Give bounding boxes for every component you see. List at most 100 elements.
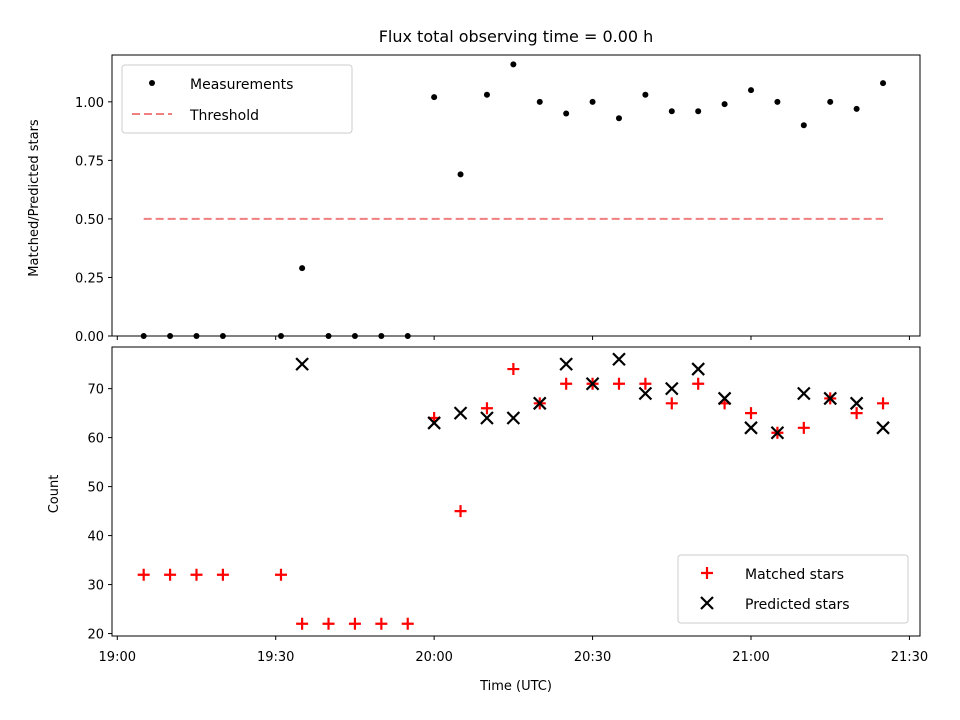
matched-star-point [274,568,287,581]
matched-star-point [216,568,229,581]
matched-star-point [692,377,705,390]
measurement-point [642,91,649,98]
measurement-point [615,115,622,122]
x-tick-label: 20:30 [574,650,611,665]
matched-star-point [375,617,388,630]
top-y-axis-label: Matched/Predicted stars [27,119,42,277]
x-tick-label: 20:00 [415,650,452,665]
measurement-point [536,98,543,105]
x-tick-label: 21:00 [732,650,769,665]
measurement-point [431,94,438,101]
bottom-y-tick-label: 30 [87,579,104,594]
measurement-point [457,171,464,178]
bottom-panel: 20 30 40 50 60 70 19:00 19:30 20:00 20:30 21:00 21:… [87,346,928,665]
top-y-tick-label: 0.50 [75,213,104,228]
measurement-point [299,265,306,272]
measurement-point [800,122,807,129]
bottom-y-tick-label: 70 [87,383,104,398]
predicted-star-point [744,421,758,435]
measurement-point [404,333,411,339]
measurement-point [668,108,675,115]
x-tick-label: 21:30 [891,650,928,665]
predicted-star-point [876,421,890,435]
matched-star-point [164,568,177,581]
bottom-axes-frame [111,346,921,637]
predicted-star-point [480,411,494,425]
matched-star-point [401,617,414,630]
predicted-star-point [506,411,521,425]
bottom-y-tick-label: 20 [87,628,104,643]
predicted-star-point [638,386,653,401]
measurement-point [880,80,887,87]
predicted-star-point [717,391,732,406]
predicted-star-point [797,386,811,401]
matched-star-point [322,617,335,630]
measurement-point [510,61,517,68]
measurement-point [219,333,226,339]
predicted-star-point [453,406,468,420]
x-tick-label: 19:30 [257,650,294,665]
measurement-point [748,87,755,94]
matched-star-point [190,568,203,581]
matched-star-point [639,377,652,390]
top-y-tick-label: 0.75 [75,154,104,169]
bottom-legend [677,554,909,624]
matched-star-point [665,397,678,410]
matched-star-point [348,617,361,630]
measurement-point [721,101,728,108]
predicted-star-point [770,425,785,440]
predicted-star-point [532,396,547,411]
top-y-tick-label: 0.25 [75,271,104,286]
measurement-point [483,91,490,98]
bottom-y-axis-label: Count [47,475,62,514]
measurement-point [140,333,147,339]
legend-predicted-marker [700,596,714,610]
measurement-point [774,98,781,105]
measurement-point [589,98,596,105]
measurement-point [167,333,174,339]
top-legend [121,64,353,134]
measurement-point [563,110,570,117]
top-axes-frame [111,54,921,337]
predicted-star-point [585,376,600,391]
bottom-y-tick-label: 60 [87,432,104,447]
predicted-star-point [559,357,573,371]
matched-star-point [296,617,309,630]
measurement-point [827,98,834,105]
predicted-star-point [691,362,705,376]
legend-threshold-label: Threshold [189,108,259,124]
matched-star-point [745,407,758,420]
predicted-star-point [612,352,626,367]
x-tick-label: 19:00 [99,650,136,665]
x-axis-label: Time (UTC) [479,679,552,694]
measurement-point [695,108,702,115]
matched-star-point [480,402,493,415]
measurement-point [378,333,385,339]
matched-star-point [877,397,890,410]
measurement-point [325,333,332,339]
matched-star-point [797,421,810,434]
top-panel: 0.00 0.25 0.50 0.75 1.00 Measurements Threshol… [75,54,921,345]
predicted-star-point [823,391,837,406]
top-y-tick-label: 0.00 [75,330,104,345]
top-y-tick-label: 1.00 [75,96,104,111]
matched-star-point [850,407,863,420]
legend-measurements-label: Measurements [190,77,293,93]
matched-star-point [137,568,150,581]
legend-measurements-marker [149,80,155,86]
measurement-point [193,333,200,339]
measurement-point [853,105,860,112]
bottom-y-tick-label: 40 [87,530,104,545]
matched-star-point [507,363,520,376]
predicted-star-point [427,416,441,430]
matched-star-point [612,377,625,390]
matched-star-point [560,377,573,390]
measurement-point [277,333,284,339]
chart-title: Flux total observing time = 0.00 h [379,27,654,46]
legend-predicted-label: Predicted stars [745,597,850,613]
legend-matched-marker [701,567,713,579]
matched-star-point [454,505,467,518]
predicted-star-point [295,357,309,371]
predicted-star-point [665,381,679,396]
